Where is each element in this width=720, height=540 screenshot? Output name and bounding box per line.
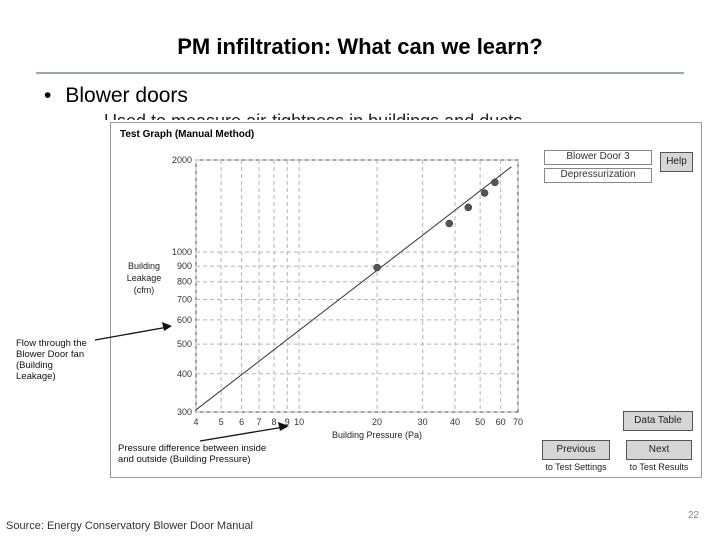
y-tick-label: 2000 — [172, 155, 192, 165]
x-tick-label: 70 — [513, 417, 523, 427]
slide-title: PM infiltration: What can we learn? — [177, 34, 543, 59]
pressure-annotation-line: and outside (Building Pressure) — [118, 454, 251, 465]
flow-annotation-line: Leakage) — [16, 371, 56, 382]
flow-annotation: Flow through the Blower Door fan (Buildi… — [16, 338, 87, 382]
flow-annotation-line: Blower Door fan — [16, 349, 85, 360]
sub-bullet-text: Used to measure air-tightness in buildin… — [104, 110, 522, 120]
previous-button[interactable]: Previous — [542, 440, 610, 460]
x-tick-label: 10 — [294, 417, 304, 427]
x-tick-label: 7 — [256, 417, 261, 427]
panel-title: Test Graph (Manual Method) — [120, 129, 255, 140]
mode-select[interactable]: Depressurization — [544, 168, 652, 183]
x-tick-label: 30 — [418, 417, 428, 427]
test-graph-chart: 4 5 6 7 8 9 10 20 30 40 50 60 70 300 400 500 600 700 800 90… — [127, 155, 523, 440]
device-select[interactable]: Blower Door 3 — [544, 150, 652, 165]
x-tick-label: 8 — [271, 417, 276, 427]
data-point — [464, 203, 473, 212]
x-tick-label: 4 — [193, 417, 198, 427]
next-caption: to Test Results — [629, 462, 689, 472]
bullet-dot-icon: • — [44, 84, 52, 107]
flow-annotation-line: Flow through the — [16, 338, 87, 349]
x-axis-label: Building Pressure (Pa) — [332, 430, 422, 440]
data-table-button[interactable]: Data Table — [623, 411, 693, 431]
y-tick-label: 500 — [177, 339, 192, 349]
data-point — [491, 178, 499, 187]
data-point — [373, 263, 381, 272]
help-button[interactable]: Help — [660, 152, 693, 172]
pressure-annotation-line: Pressure difference between inside — [118, 443, 267, 454]
x-tick-label: 60 — [496, 417, 506, 427]
fit-line — [195, 166, 512, 411]
y-tick-label: 1000 — [172, 247, 192, 257]
title-divider — [36, 72, 684, 74]
x-tick-label: 5 — [219, 417, 224, 427]
y-axis-label: Building — [128, 261, 160, 271]
previous-caption: to Test Settings — [545, 462, 607, 472]
y-tick-label: 800 — [177, 277, 192, 287]
data-point — [445, 219, 454, 228]
x-tick-label: 40 — [450, 417, 460, 427]
y-tick-label: 600 — [177, 315, 192, 325]
x-tick-label: 6 — [239, 417, 244, 427]
bullet-text: Blower doors — [65, 84, 188, 107]
next-button[interactable]: Next — [626, 440, 692, 460]
pressure-annotation: Pressure difference between inside and o… — [118, 443, 266, 465]
data-point — [480, 189, 489, 197]
page-number: 22 — [688, 510, 700, 521]
x-tick-label: 9 — [285, 417, 290, 427]
y-tick-label: 900 — [177, 261, 192, 271]
source-citation: Source: Energy Conservatory Blower Door … — [6, 520, 254, 532]
y-tick-label: 300 — [177, 407, 192, 417]
y-axis-label: Leakage — [127, 273, 162, 283]
y-tick-label: 700 — [177, 294, 192, 304]
flow-annotation-line: (Building — [16, 360, 53, 371]
x-tick-label: 50 — [475, 417, 485, 427]
bullet-item: • Blower doors — [44, 84, 188, 108]
x-tick-label: 20 — [372, 417, 382, 427]
y-axis-label: (cfm) — [134, 285, 155, 295]
y-tick-label: 400 — [177, 369, 192, 379]
